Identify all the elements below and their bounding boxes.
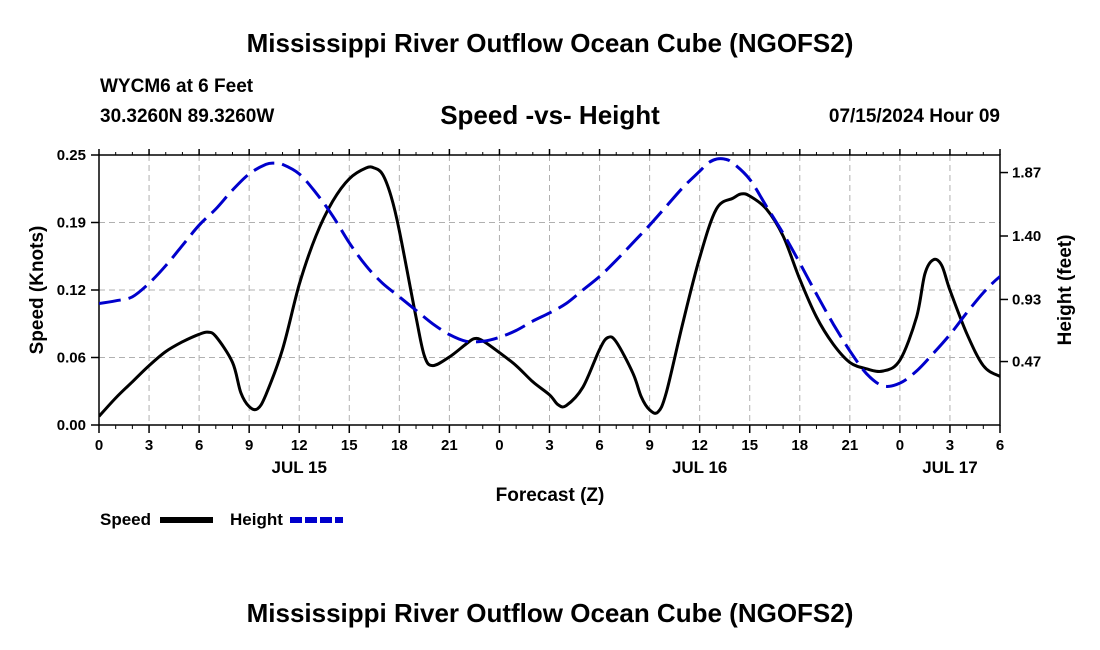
x-tick-label: 21	[841, 437, 858, 454]
x-tick-label: 15	[741, 437, 758, 454]
footer-title: Mississippi River Outflow Ocean Cube (NG…	[246, 598, 854, 628]
x-tick-label: 0	[95, 437, 103, 454]
x-tick-label: 12	[291, 437, 308, 454]
series-group	[99, 157, 1000, 418]
x-tick-label: 18	[791, 437, 808, 454]
y-left-tick-label: 0.19	[57, 215, 86, 232]
y-left-tick-label: 0.12	[57, 282, 86, 299]
axis-labels: 0 3 6 9 12 15 18 21 0 3 6 9 12 15 18 21 0 3 6 JUL 15 JUL 16 J…	[57, 147, 1041, 477]
forecast-datetime: 07/15/2024 Hour 09	[828, 106, 1000, 127]
x-tick-label: 21	[441, 437, 458, 454]
x-tick-label: 6	[595, 437, 603, 454]
x-tick-label: 0	[896, 437, 904, 454]
y-right-tick-label: 0.93	[1012, 291, 1041, 308]
grid-lines	[99, 155, 1000, 425]
date-label: JUL 16	[672, 458, 727, 477]
y-right-tick-label: 0.47	[1012, 354, 1041, 371]
x-tick-label: 12	[691, 437, 708, 454]
date-label: JUL 17	[922, 458, 977, 477]
chart-subtitle: Speed -vs- Height	[440, 100, 660, 130]
x-tick-label: 0	[495, 437, 503, 454]
x-tick-label: 3	[145, 437, 153, 454]
x-axis-title: Forecast (Z)	[496, 485, 605, 506]
date-label: JUL 15	[271, 458, 326, 477]
legend-label-height: Height	[230, 510, 283, 529]
x-tick-label: 9	[645, 437, 653, 454]
y-left-tick-label: 0.00	[57, 417, 86, 434]
y-left-tick-label: 0.25	[57, 147, 86, 164]
x-tick-label: 6	[996, 437, 1004, 454]
y-left-tick-label: 0.06	[57, 350, 86, 367]
legend-label-speed: Speed	[100, 510, 151, 529]
series-line-speed	[99, 165, 1000, 418]
y-right-tick-label: 1.40	[1012, 228, 1041, 245]
station-label: WYCM6 at 6 Feet	[100, 76, 254, 97]
y-axis-left-title: Speed (Knots)	[27, 226, 48, 355]
chart-main-title: Mississippi River Outflow Ocean Cube (NG…	[246, 28, 854, 58]
x-tick-label: 3	[545, 437, 553, 454]
x-tick-label: 15	[341, 437, 358, 454]
x-tick-label: 6	[195, 437, 203, 454]
axis-ticks	[91, 149, 1008, 433]
legend: Speed Height	[100, 510, 343, 529]
x-tick-label: 18	[391, 437, 408, 454]
y-axis-right-title: Height (feet)	[1055, 235, 1076, 346]
station-coordinates: 30.3260N 89.3260W	[100, 106, 275, 127]
y-right-tick-label: 1.87	[1012, 165, 1041, 182]
x-tick-label: 9	[245, 437, 253, 454]
x-tick-label: 3	[946, 437, 954, 454]
series-line-height	[99, 157, 1000, 388]
